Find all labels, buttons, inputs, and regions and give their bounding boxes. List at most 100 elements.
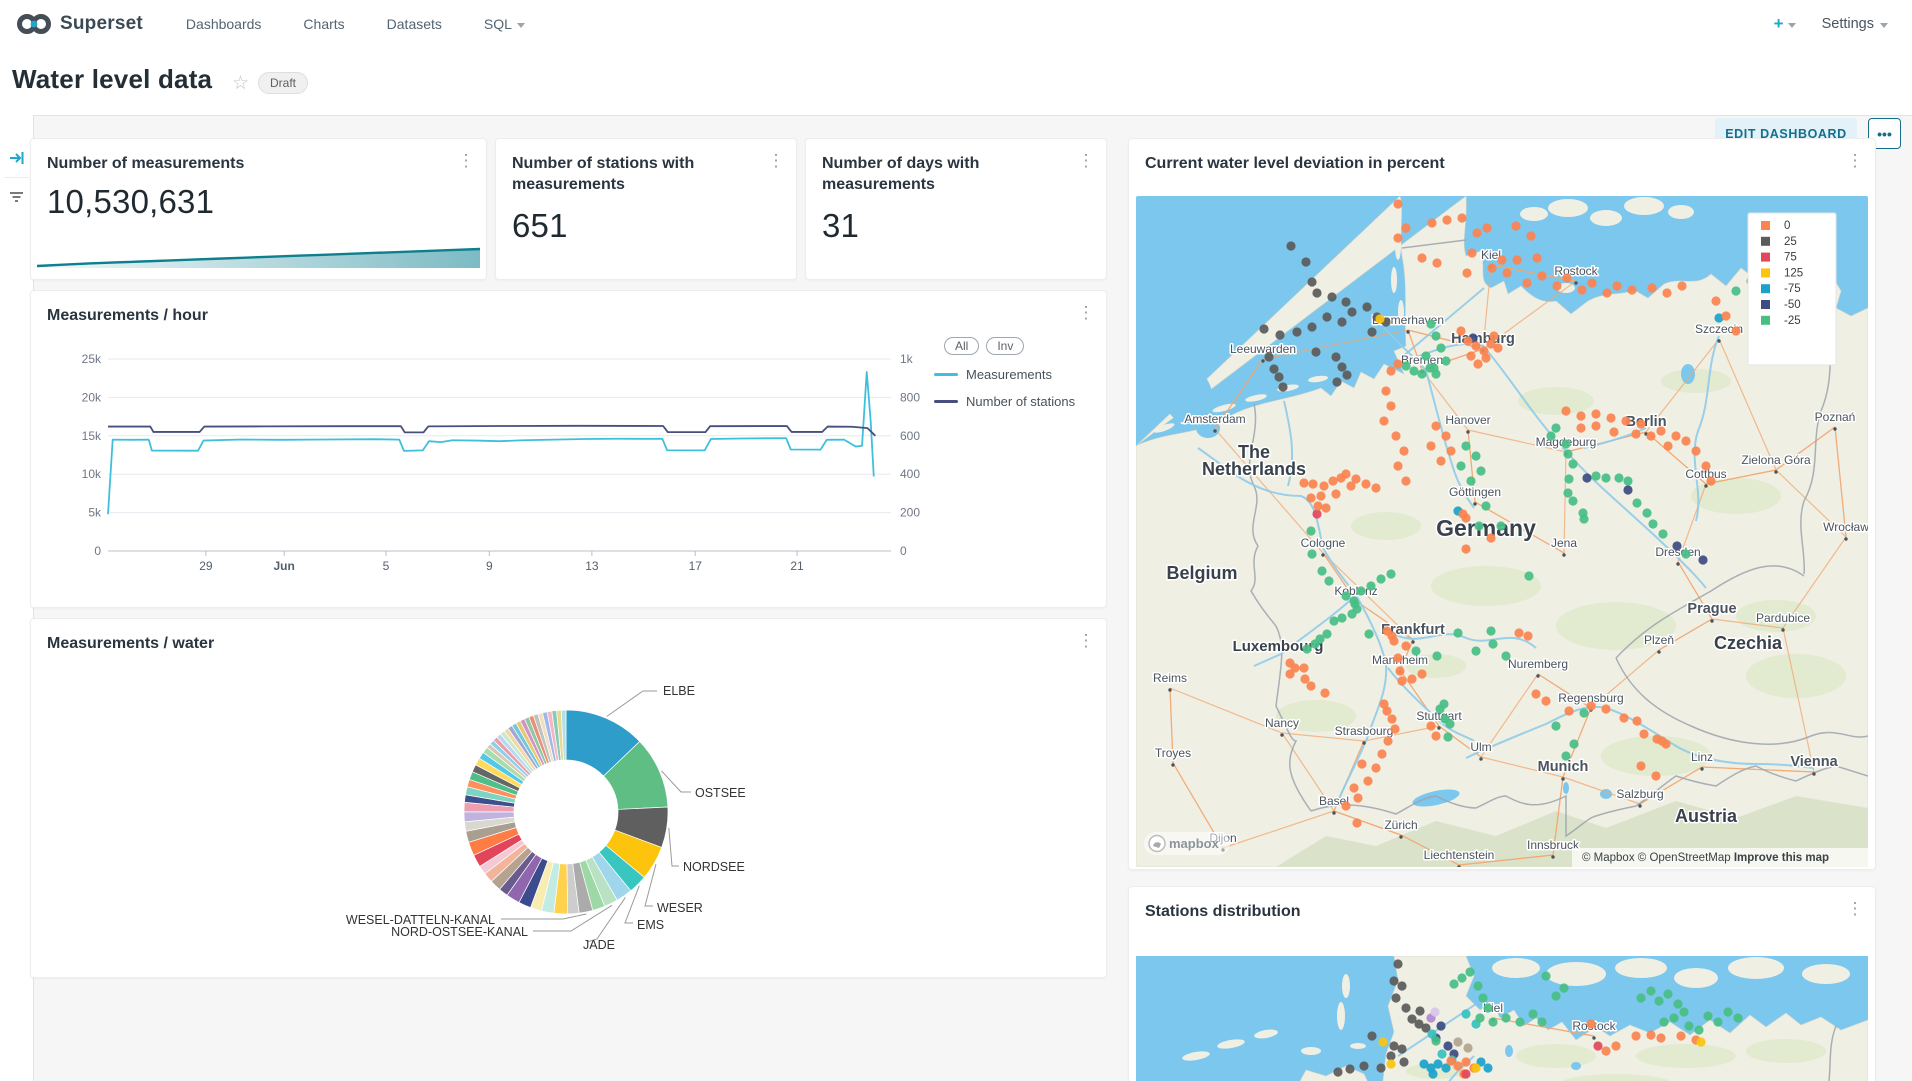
nav-datasets[interactable]: Datasets xyxy=(366,16,463,32)
nav-sql[interactable]: SQL xyxy=(463,16,546,32)
svg-text:Nuremberg: Nuremberg xyxy=(1508,657,1568,671)
svg-text:75: 75 xyxy=(1784,252,1797,264)
card-title: Current water level deviation in percent xyxy=(1145,153,1445,174)
svg-text:Germany: Germany xyxy=(1436,515,1536,541)
stations-map-card: Stations distribution ⋮ KielRostock xyxy=(1128,886,1876,1081)
legend-swatch xyxy=(934,400,958,403)
kpi-card-measurements: Number of measurements ⋮ 10,530,631 xyxy=(30,138,487,280)
legend-inv-button[interactable]: Inv xyxy=(986,337,1024,355)
svg-text:5k: 5k xyxy=(88,506,102,520)
svg-text:NORDSEE: NORDSEE xyxy=(683,860,745,874)
svg-text:Nancy: Nancy xyxy=(1265,716,1299,730)
favorite-star-icon[interactable]: ☆ xyxy=(232,72,249,95)
svg-text:Linz: Linz xyxy=(1691,750,1713,764)
expand-arrow-icon xyxy=(9,151,25,165)
chevron-down-icon xyxy=(1880,23,1888,28)
svg-text:© Mapbox © OpenStreetMap Impro: © Mapbox © OpenStreetMap Improve this ma… xyxy=(1582,852,1829,864)
legend-swatch xyxy=(934,373,958,376)
chart-legend: All Inv Measurements Number of stations xyxy=(934,337,1099,409)
deviation-map[interactable]: LeeuwardenAmsterdamTheNetherlandsBelgium… xyxy=(1136,196,1868,867)
svg-text:Troyes: Troyes xyxy=(1155,746,1191,760)
filter-icon-button[interactable] xyxy=(0,182,33,212)
svg-text:Cologne: Cologne xyxy=(1301,536,1346,550)
kebab-menu-icon[interactable]: ⋮ xyxy=(766,151,786,173)
chevron-down-icon xyxy=(1788,23,1796,28)
svg-text:125: 125 xyxy=(1784,267,1803,279)
svg-text:Jena: Jena xyxy=(1551,536,1577,550)
chevron-down-icon xyxy=(517,23,525,28)
legend-all-button[interactable]: All xyxy=(944,337,979,355)
svg-text:5: 5 xyxy=(383,559,390,573)
kebab-menu-icon[interactable]: ⋮ xyxy=(1845,899,1865,921)
card-title: Number of stations with measurements xyxy=(512,153,732,195)
svg-text:Zielona Góra: Zielona Góra xyxy=(1741,453,1811,467)
svg-text:9: 9 xyxy=(486,559,493,573)
svg-text:Leeuwarden: Leeuwarden xyxy=(1230,342,1296,356)
draft-badge: Draft xyxy=(258,72,308,94)
superset-logo[interactable]: Superset xyxy=(0,11,165,37)
legend-item-measurements[interactable]: Measurements xyxy=(934,367,1099,382)
nav-dashboards[interactable]: Dashboards xyxy=(165,16,283,32)
svg-text:Vienna: Vienna xyxy=(1790,754,1838,770)
svg-text:Liechtenstein: Liechtenstein xyxy=(1424,848,1495,862)
kpi-value: 10,530,631 xyxy=(47,183,214,221)
svg-text:Jun: Jun xyxy=(274,559,295,573)
svg-text:800: 800 xyxy=(900,390,920,404)
dashboard-page: Superset Dashboards Charts Datasets SQL … xyxy=(0,0,1912,1081)
water-donut-card: Measurements / water ⋮ ELBEOSTSEENORDSEE… xyxy=(30,618,1107,978)
svg-text:15k: 15k xyxy=(82,429,102,443)
svg-text:20k: 20k xyxy=(82,390,102,404)
kpi-card-stations: Number of stations with measurements ⋮ 6… xyxy=(495,138,797,280)
top-navbar: Superset Dashboards Charts Datasets SQL … xyxy=(0,0,1912,49)
svg-text:25: 25 xyxy=(1784,236,1797,248)
kebab-menu-icon[interactable]: ⋮ xyxy=(1076,631,1096,653)
svg-text:600: 600 xyxy=(900,429,920,443)
legend-item-stations[interactable]: Number of stations xyxy=(934,394,1099,409)
svg-text:Hanover: Hanover xyxy=(1445,413,1490,427)
kebab-menu-icon[interactable]: ⋮ xyxy=(1076,151,1096,173)
divider xyxy=(4,177,29,178)
card-title: Measurements / water xyxy=(47,633,214,654)
filter-funnel-icon xyxy=(9,191,24,204)
svg-text:Prague: Prague xyxy=(1687,601,1736,617)
svg-text:Zürich: Zürich xyxy=(1384,818,1417,832)
page-title: Water level data xyxy=(12,64,212,95)
card-title: Number of days with measurements xyxy=(822,153,1042,195)
new-item-button[interactable]: + xyxy=(1774,14,1796,34)
svg-text:0: 0 xyxy=(1784,220,1790,232)
svg-text:mapbox: mapbox xyxy=(1169,836,1220,851)
svg-text:Rostock: Rostock xyxy=(1554,264,1598,278)
expand-filters-button[interactable] xyxy=(0,143,33,173)
kebab-menu-icon[interactable]: ⋮ xyxy=(456,151,476,173)
filter-rail xyxy=(0,115,34,1081)
svg-text:EMS: EMS xyxy=(637,918,664,932)
svg-text:1k: 1k xyxy=(900,352,914,366)
svg-text:WESER: WESER xyxy=(657,901,703,915)
kpi-card-days: Number of days with measurements ⋮ 31 xyxy=(805,138,1107,280)
infinity-logo-icon xyxy=(16,11,52,37)
svg-text:25k: 25k xyxy=(82,352,102,366)
svg-text:NORD-OSTSEE-KANAL: NORD-OSTSEE-KANAL xyxy=(391,925,528,939)
svg-text:Netherlands: Netherlands xyxy=(1202,459,1306,479)
kebab-menu-icon[interactable]: ⋮ xyxy=(1845,151,1865,173)
svg-text:21: 21 xyxy=(790,559,804,573)
svg-text:Göttingen: Göttingen xyxy=(1449,485,1501,499)
svg-text:Belgium: Belgium xyxy=(1166,563,1237,583)
card-title: Stations distribution xyxy=(1145,901,1301,922)
svg-text:Reims: Reims xyxy=(1153,671,1187,685)
nav-charts[interactable]: Charts xyxy=(282,16,365,32)
svg-text:13: 13 xyxy=(585,559,599,573)
svg-text:200: 200 xyxy=(900,506,920,520)
svg-text:29: 29 xyxy=(199,559,213,573)
svg-text:0: 0 xyxy=(94,544,101,558)
svg-text:Munich: Munich xyxy=(1538,759,1589,775)
svg-text:-75: -75 xyxy=(1784,283,1801,295)
hourly-chart-card: Measurements / hour ⋮ 005k20010k40015k60… xyxy=(30,290,1107,608)
stations-map[interactable]: KielRostock xyxy=(1136,956,1868,1081)
svg-text:Poznań: Poznań xyxy=(1815,410,1856,424)
svg-text:Pardubice: Pardubice xyxy=(1756,611,1810,625)
svg-text:Czechia: Czechia xyxy=(1714,633,1783,653)
settings-menu[interactable]: Settings xyxy=(1822,16,1888,32)
svg-text:400: 400 xyxy=(900,467,920,481)
svg-text:ELBE: ELBE xyxy=(663,684,695,698)
